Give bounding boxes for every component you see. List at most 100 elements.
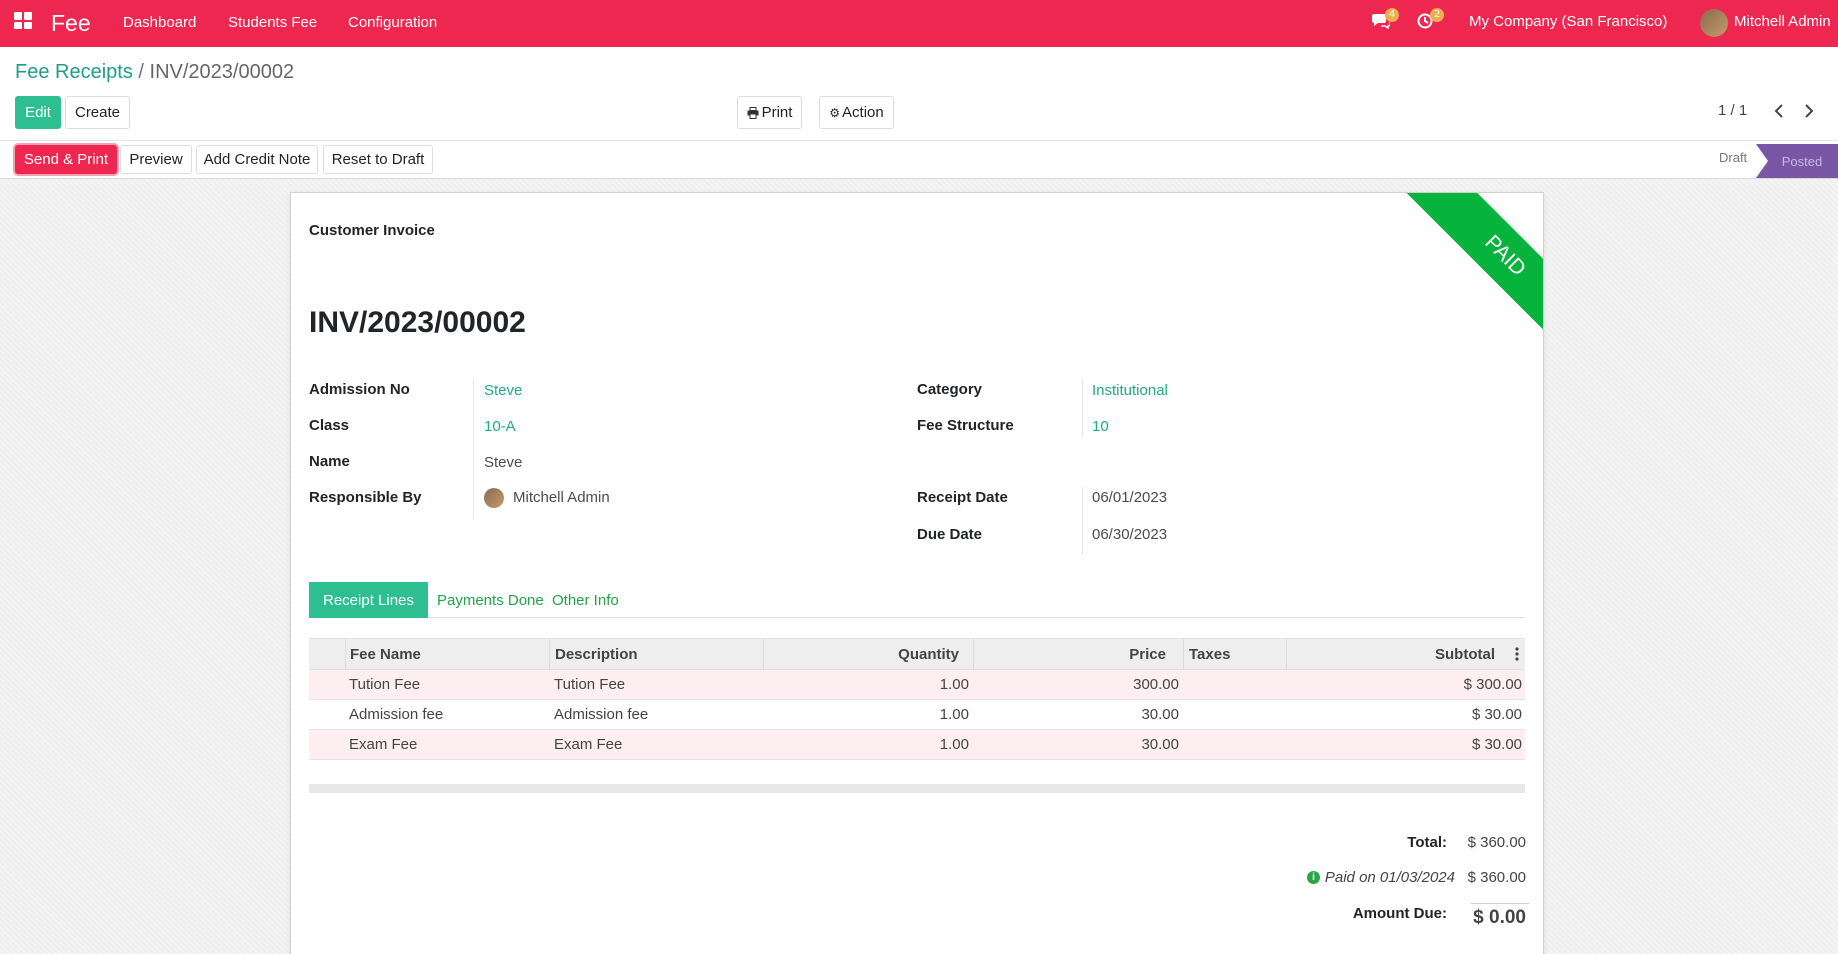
cell-price: 300.00 — [1133, 676, 1179, 693]
messages-icon[interactable]: 4 — [1372, 8, 1400, 33]
table-row[interactable]: Tution Fee Tution Fee 1.00 300.00 $ 300.… — [309, 670, 1525, 700]
status-posted[interactable]: Posted — [1756, 144, 1838, 178]
amount-due-divider — [1471, 903, 1529, 904]
payment-paid-on: Paid on 01/03/2024 — [1324, 869, 1455, 886]
column-quantity[interactable]: Quantity — [898, 646, 959, 663]
cell-fee-name: Exam Fee — [349, 736, 418, 753]
menu-configuration[interactable]: Configuration — [348, 14, 438, 31]
class-value[interactable]: 10-A — [484, 418, 516, 435]
due-date-label: Due Date — [917, 526, 983, 543]
cell-subtotal: $ 30.00 — [1471, 706, 1522, 723]
responsible-label: Responsible By — [309, 489, 422, 506]
company-switcher[interactable]: My Company (San Francisco) — [1469, 13, 1668, 30]
activities-badge: 2 — [1430, 8, 1445, 22]
column-divider — [973, 639, 974, 670]
class-label: Class — [309, 417, 350, 434]
cell-quantity: 1.00 — [939, 676, 969, 693]
form-sheet: PAID Customer Invoice INV/2023/00002 Adm… — [290, 192, 1544, 954]
menu-dashboard[interactable]: Dashboard — [123, 14, 197, 31]
preview-button[interactable]: Preview — [120, 145, 192, 174]
app-brand[interactable]: Fee — [51, 10, 91, 36]
column-divider — [345, 639, 346, 670]
category-label: Category — [917, 381, 983, 398]
table-footer — [309, 784, 1525, 793]
column-divider — [1286, 639, 1287, 670]
due-date-value[interactable]: 06/30/2023 — [1092, 526, 1168, 543]
cell-fee-name: Tution Fee — [349, 676, 421, 693]
total-value: $ 360.00 — [1467, 834, 1526, 851]
breadcrumb-parent[interactable]: Fee Receipts — [15, 61, 133, 83]
print-button-label: Print — [761, 104, 793, 121]
column-fee-name[interactable]: Fee Name — [350, 646, 421, 663]
breadcrumb-current: INV/2023/00002 — [149, 61, 295, 83]
admission-no-value[interactable]: Steve — [484, 382, 523, 399]
fee-structure-value[interactable]: 10 — [1092, 418, 1109, 435]
messages-badge: 4 — [1385, 8, 1400, 22]
responsible-value[interactable]: Mitchell Admin — [513, 489, 610, 506]
print-icon — [747, 106, 759, 119]
tab-payments-done[interactable]: Payments Done — [437, 591, 544, 609]
name-label: Name — [309, 453, 350, 470]
cell-fee-name: Admission fee — [349, 706, 444, 723]
cell-description: Tution Fee — [554, 676, 626, 693]
column-divider — [763, 639, 764, 670]
receipt-date-label: Receipt Date — [917, 489, 1008, 506]
activities-icon[interactable]: 2 — [1417, 8, 1445, 33]
gear-icon: ⚙ — [829, 105, 841, 120]
column-divider — [1183, 639, 1184, 670]
action-button[interactable]: ⚙ Action — [819, 96, 894, 129]
table-header: Fee Name Description Quantity Price Taxe… — [309, 638, 1525, 670]
add-credit-note-button[interactable]: Add Credit Note — [196, 145, 318, 174]
name-value: Steve — [484, 454, 523, 471]
cell-price: 30.00 — [1141, 736, 1179, 753]
column-price[interactable]: Price — [1129, 646, 1166, 663]
send-print-button[interactable]: Send & Print — [15, 145, 117, 174]
cell-subtotal: $ 300.00 — [1463, 676, 1522, 693]
cell-quantity: 1.00 — [939, 706, 969, 723]
action-button-label: Action — [842, 104, 884, 121]
reset-to-draft-button[interactable]: Reset to Draft — [323, 145, 433, 174]
cell-price: 30.00 — [1141, 706, 1179, 723]
tab-other-info[interactable]: Other Info — [552, 591, 619, 609]
payment-amount: $ 360.00 — [1467, 869, 1526, 886]
notebook-tabs: Receipt Lines Payments Done Other Info — [309, 582, 1525, 618]
breadcrumb-separator: / — [138, 61, 144, 83]
menu-students-fee[interactable]: Students Fee — [228, 14, 318, 31]
amount-due-value: $ 0.00 — [1473, 907, 1526, 928]
edit-button[interactable]: Edit — [15, 96, 61, 129]
user-avatar[interactable] — [1700, 9, 1728, 37]
apps-menu-icon[interactable] — [14, 12, 32, 29]
cell-description: Admission fee — [554, 706, 649, 723]
status-draft[interactable]: Draft — [1719, 150, 1748, 165]
column-taxes[interactable]: Taxes — [1189, 646, 1231, 663]
breadcrumb: Fee Receipts / INV/2023/00002 — [15, 61, 294, 84]
create-button[interactable]: Create — [65, 96, 130, 129]
chevron-right-icon[interactable] — [1802, 101, 1820, 121]
column-subtotal[interactable]: Subtotal — [1435, 646, 1495, 663]
category-value[interactable]: Institutional — [1092, 382, 1168, 399]
print-button[interactable]: Print — [737, 96, 802, 129]
pager-value[interactable]: 1 / 1 — [1718, 102, 1748, 119]
fee-structure-label: Fee Structure — [917, 417, 1014, 434]
right-field-divider-top — [1082, 379, 1083, 437]
tab-receipt-lines[interactable]: Receipt Lines — [309, 582, 428, 618]
invoice-number: INV/2023/00002 — [309, 306, 526, 339]
top-navbar: Fee Dashboard Students Fee Configuration… — [0, 0, 1838, 47]
right-field-divider-bottom — [1082, 487, 1083, 555]
paid-ribbon-label: PAID — [1402, 193, 1543, 359]
column-options-icon[interactable] — [1515, 647, 1519, 661]
chevron-left-icon[interactable] — [1772, 101, 1790, 121]
left-field-divider — [473, 379, 474, 519]
cell-subtotal: $ 30.00 — [1471, 736, 1522, 753]
cell-description: Exam Fee — [554, 736, 623, 753]
cell-quantity: 1.00 — [939, 736, 969, 753]
receipt-date-value[interactable]: 06/01/2023 — [1092, 489, 1168, 506]
column-description[interactable]: Description — [555, 646, 638, 663]
statusbar-bottom-divider — [0, 178, 1838, 179]
table-row[interactable]: Exam Fee Exam Fee 1.00 30.00 $ 30.00 — [309, 730, 1525, 760]
user-menu[interactable]: Mitchell Admin — [1734, 13, 1831, 30]
column-divider — [549, 639, 550, 670]
paid-ribbon: PAID — [1373, 193, 1543, 363]
info-icon[interactable]: i — [1307, 871, 1320, 884]
table-row[interactable]: Admission fee Admission fee 1.00 30.00 $… — [309, 700, 1525, 730]
